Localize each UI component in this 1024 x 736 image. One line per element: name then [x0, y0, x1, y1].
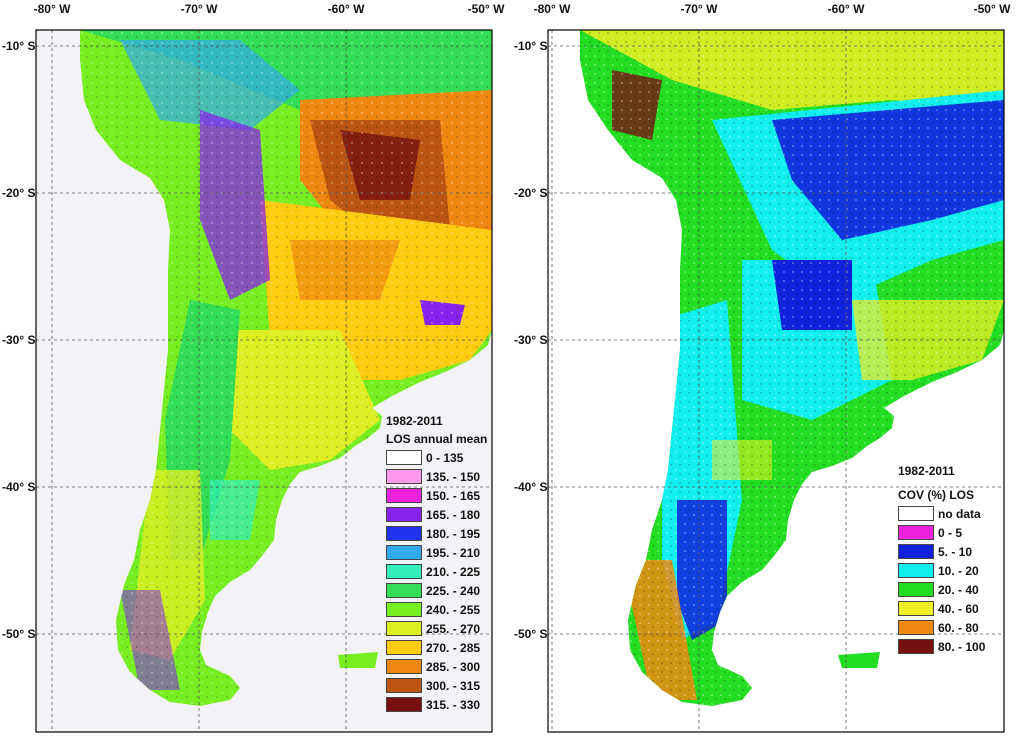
- legend-label: 270. - 285: [426, 640, 481, 655]
- legend-swatch: [898, 544, 934, 559]
- lat-label: -50° S: [2, 627, 36, 641]
- legend-label: 0 - 5: [938, 525, 963, 540]
- legend-label: 0 - 135: [426, 450, 464, 465]
- lon-label: -50° W: [467, 2, 505, 16]
- legend-swatch: [386, 621, 422, 636]
- legend-label: 180. - 195: [426, 526, 481, 541]
- legend-swatch: [898, 563, 934, 578]
- legend-swatch: [386, 526, 422, 541]
- legend-swatch: [898, 620, 934, 635]
- legend-label: no data: [938, 506, 981, 521]
- legend-item: 10. - 20: [898, 561, 985, 580]
- legend-label: 60. - 80: [938, 620, 979, 635]
- legend-swatch: [898, 601, 934, 616]
- legend-swatch: [386, 469, 422, 484]
- legend-swatch: [386, 545, 422, 560]
- lat-label: -20° S: [514, 186, 548, 200]
- legend-label: 10. - 20: [938, 563, 979, 578]
- los-mean-map-panel: -80° W -70° W -60° W -50° W -10° S -20° …: [2, 2, 505, 733]
- lon-label: -80° W: [533, 2, 571, 16]
- lat-label: -10° S: [2, 39, 36, 53]
- legend-label: 5. - 10: [938, 544, 973, 559]
- legend-item: 270. - 285: [386, 638, 487, 657]
- legend-label: 150. - 165: [426, 488, 481, 503]
- legend-swatch: [386, 450, 422, 465]
- legend-label: 40. - 60: [938, 601, 979, 616]
- map-frame: [35, 29, 493, 733]
- lat-label: -50° S: [514, 627, 548, 641]
- legend-period: 1982-2011: [386, 414, 443, 428]
- legend-swatch: [386, 564, 422, 579]
- legend-item: 180. - 195: [386, 524, 487, 543]
- legend-item: 0 - 5: [898, 523, 985, 542]
- legend-item: 285. - 300: [386, 657, 487, 676]
- legend-swatch: [386, 640, 422, 655]
- legend-item: 210. - 225: [386, 562, 487, 581]
- legend-item: 5. - 10: [898, 542, 985, 561]
- legend-swatch: [898, 525, 934, 540]
- falkland-islands: [338, 652, 378, 668]
- legend-item: 0 - 135: [386, 448, 487, 467]
- legend-swatch: [386, 678, 422, 693]
- lon-label: -60° W: [827, 2, 865, 16]
- lon-label: -50° W: [973, 2, 1011, 16]
- legend-label: 20. - 40: [938, 582, 979, 597]
- map-frame: [547, 29, 1005, 733]
- legend-swatch: [386, 488, 422, 503]
- legend-item: 255. - 270: [386, 619, 487, 638]
- legend-swatch: [386, 507, 422, 522]
- lon-label: -70° W: [180, 2, 218, 16]
- legend-item: 20. - 40: [898, 580, 985, 599]
- legend-label: 225. - 240: [426, 583, 481, 598]
- lat-label: -10° S: [514, 39, 548, 53]
- legend-item: 60. - 80: [898, 618, 985, 637]
- legend-title: LOS annual mean: [386, 432, 488, 446]
- legend-label: 165. - 180: [426, 507, 481, 522]
- legend-item: 195. - 210: [386, 543, 487, 562]
- legend-period: 1982-2011: [898, 464, 955, 478]
- legend-label: 210. - 225: [426, 564, 481, 579]
- legend-label: 315. - 330: [426, 697, 481, 712]
- legend-item: 80. - 100: [898, 637, 985, 656]
- lat-label: -40° S: [514, 480, 548, 494]
- los-mean-map: [35, 29, 493, 733]
- lat-label: -30° S: [2, 333, 36, 347]
- legend-swatch: [386, 602, 422, 617]
- legend-item: 150. - 165: [386, 486, 487, 505]
- legend-item: 135. - 150: [386, 467, 487, 486]
- legend-item: 225. - 240: [386, 581, 487, 600]
- legend-label: 80. - 100: [938, 639, 986, 654]
- legend-item: 315. - 330: [386, 695, 487, 714]
- lon-label: -80° W: [33, 2, 71, 16]
- legend-item: 40. - 60: [898, 599, 985, 618]
- lat-label: -30° S: [514, 333, 548, 347]
- legend-label: 255. - 270: [426, 621, 481, 636]
- lat-label: -20° S: [2, 186, 36, 200]
- legend-title: COV (%) LOS: [898, 488, 975, 502]
- los-cov-legend: 1982-2011 COV (%) LOS no data 0 - 5 5. - 1…: [898, 462, 985, 656]
- legend-label: 135. - 150: [426, 469, 481, 484]
- legend-label: 240. - 255: [426, 602, 481, 617]
- legend-swatch: [898, 506, 934, 521]
- legend-swatch: [386, 659, 422, 674]
- los-cov-map-panel: -80° W -70° W -60° W -50° W -10° S -20° …: [512, 0, 1024, 736]
- legend-label: 285. - 300: [426, 659, 481, 674]
- lon-label: -60° W: [327, 2, 365, 16]
- legend-item: 240. - 255: [386, 600, 487, 619]
- legend-label: 195. - 210: [426, 545, 481, 560]
- legend-item: 300. - 315: [386, 676, 487, 695]
- legend-label: 300. - 315: [426, 678, 481, 693]
- los-mean-legend: 1982-2011 LOS annual mean 0 - 135 135. - …: [386, 412, 487, 714]
- lon-label: -70° W: [680, 2, 718, 16]
- legend-swatch: [898, 639, 934, 654]
- falkland-islands: [838, 652, 880, 668]
- legend-swatch: [386, 583, 422, 598]
- legend-item: no data: [898, 504, 985, 523]
- lat-label: -40° S: [2, 480, 36, 494]
- legend-swatch: [386, 697, 422, 712]
- legend-swatch: [898, 582, 934, 597]
- legend-item: 165. - 180: [386, 505, 487, 524]
